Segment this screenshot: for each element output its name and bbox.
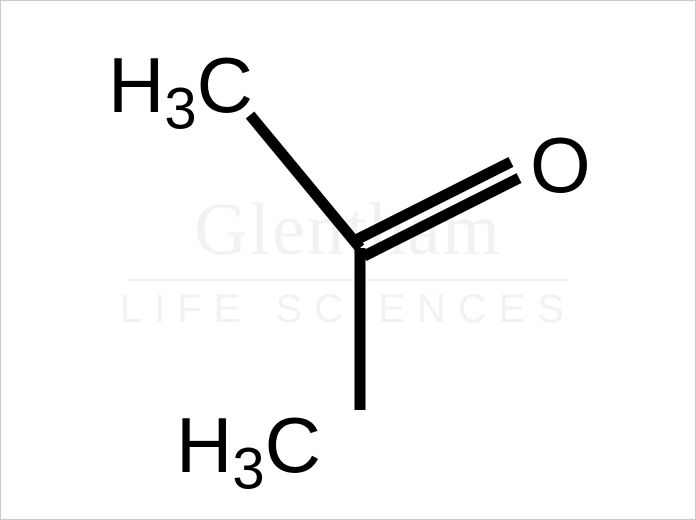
atom-label-ch3-top: H3C [108,40,253,143]
atom-label-oxygen: O [530,120,591,211]
atom-label-ch3-bottom: H3C [176,400,321,503]
molecule-bonds [0,0,696,520]
